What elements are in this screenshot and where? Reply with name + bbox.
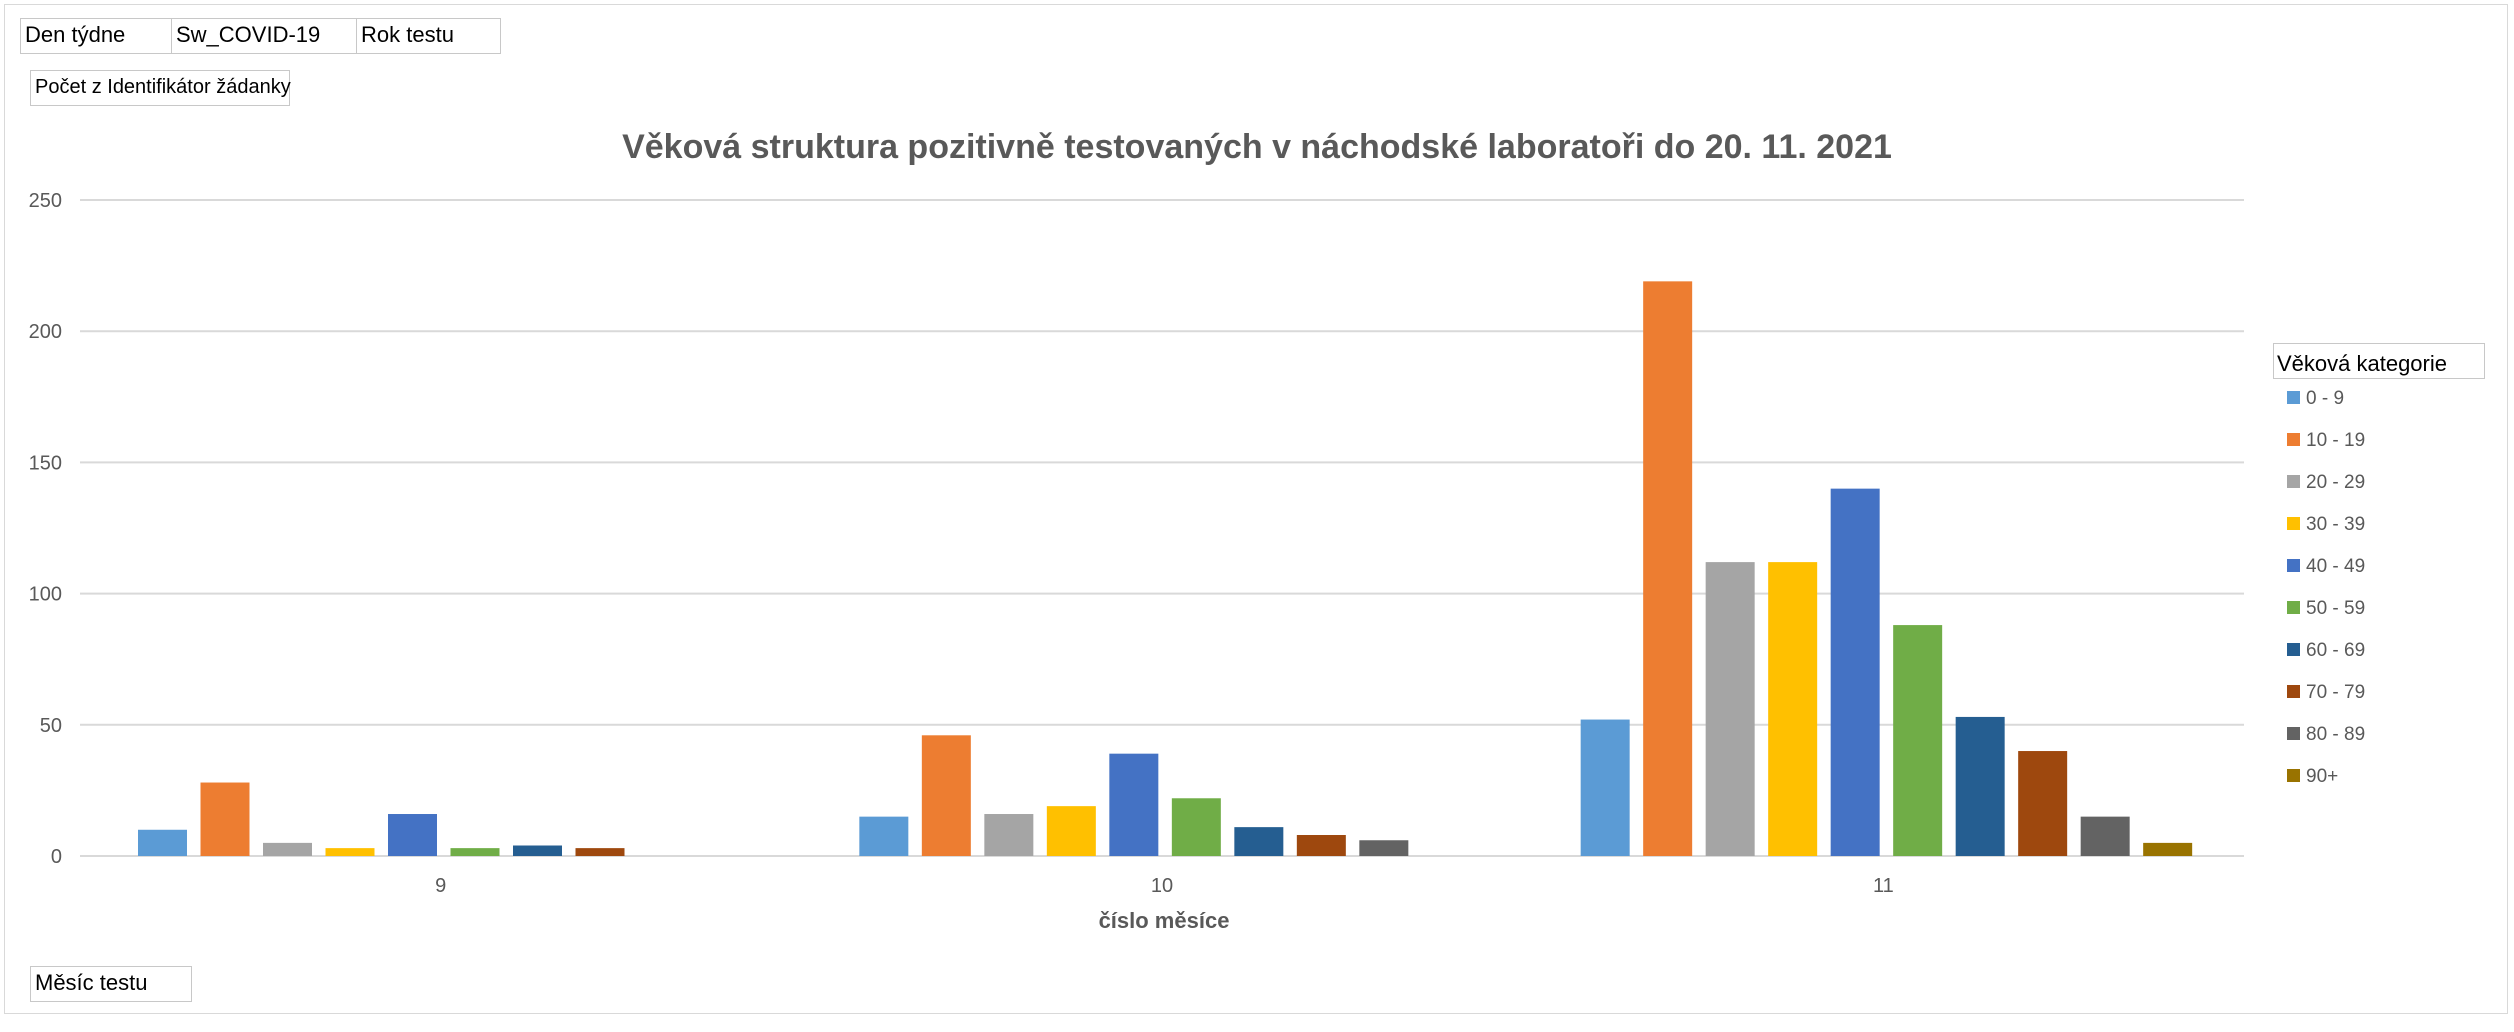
filter-sw-covid[interactable]: Sw_COVID-19 bbox=[171, 18, 357, 54]
bar bbox=[1893, 625, 1943, 856]
filter-den-tydne[interactable]: Den týdne bbox=[20, 18, 172, 54]
legend-item-label: 90+ bbox=[2306, 766, 2338, 787]
legend-title-box[interactable] bbox=[2273, 343, 2485, 379]
legend-swatch bbox=[2287, 433, 2300, 446]
legend-item-label: 20 - 29 bbox=[2306, 472, 2365, 493]
bar bbox=[1234, 827, 1284, 856]
bar bbox=[325, 848, 375, 856]
bar bbox=[1046, 806, 1096, 856]
x-tick-label: 10 bbox=[1151, 875, 1173, 897]
bar bbox=[921, 735, 971, 856]
x-tick-label: 9 bbox=[435, 875, 446, 897]
bar bbox=[2143, 842, 2193, 856]
legend-swatch bbox=[2287, 391, 2300, 404]
legend-swatch bbox=[2287, 727, 2300, 740]
bar bbox=[2018, 751, 2068, 856]
legend-item-label: 60 - 69 bbox=[2306, 640, 2365, 661]
bar bbox=[1768, 562, 1818, 856]
legend-swatch bbox=[2287, 643, 2300, 656]
y-tick-label: 250 bbox=[29, 190, 62, 212]
chart-title: Věková struktura pozitivně testovaných v… bbox=[622, 128, 1892, 166]
bar bbox=[1643, 281, 1693, 856]
legend-item-label: 50 - 59 bbox=[2306, 598, 2365, 619]
legend-swatch bbox=[2287, 559, 2300, 572]
legend-item-label: 10 - 19 bbox=[2306, 430, 2365, 451]
bar bbox=[263, 842, 312, 856]
legend-item-label: 30 - 39 bbox=[2306, 514, 2365, 535]
legend-item-label: 40 - 49 bbox=[2306, 556, 2365, 577]
y-tick-label: 0 bbox=[51, 846, 62, 868]
bar bbox=[859, 816, 909, 856]
legend-swatch bbox=[2287, 475, 2300, 488]
legend-swatch bbox=[2287, 517, 2300, 530]
legend-item-label: 0 - 9 bbox=[2306, 388, 2344, 409]
bar bbox=[1359, 840, 1409, 856]
bar bbox=[1580, 719, 1630, 856]
bar bbox=[1705, 562, 1755, 856]
y-tick-label: 100 bbox=[29, 584, 62, 606]
chart-frame bbox=[4, 4, 2508, 1014]
bar bbox=[1171, 798, 1221, 856]
bar bbox=[575, 848, 625, 856]
legend-swatch bbox=[2287, 601, 2300, 614]
legend-item-label: 70 - 79 bbox=[2306, 682, 2365, 703]
bar bbox=[388, 814, 437, 856]
bar bbox=[1109, 753, 1159, 856]
axis-field-button[interactable]: Měsíc testu bbox=[30, 966, 192, 1002]
legend-title: Věková kategorie bbox=[2277, 351, 2447, 376]
value-field-button[interactable]: Počet z Identifikátor žádanky bbox=[30, 70, 291, 106]
filter-rok-testu[interactable]: Rok testu bbox=[356, 18, 501, 54]
bar bbox=[138, 829, 187, 856]
x-tick-label: 11 bbox=[1873, 875, 1894, 897]
bar bbox=[1296, 835, 1346, 856]
legend-swatch bbox=[2287, 685, 2300, 698]
y-tick-label: 200 bbox=[29, 321, 62, 343]
bar bbox=[450, 848, 500, 856]
bar bbox=[1830, 488, 1880, 856]
bar bbox=[2080, 816, 2130, 856]
bar bbox=[1955, 716, 2005, 856]
bar bbox=[200, 782, 250, 856]
y-tick-label: 50 bbox=[40, 715, 62, 737]
bar bbox=[513, 845, 562, 856]
legend-item-label: 80 - 89 bbox=[2306, 724, 2365, 745]
bar bbox=[984, 814, 1034, 856]
x-axis-label: číslo měsíce bbox=[1099, 908, 1230, 933]
legend-swatch bbox=[2287, 769, 2300, 782]
y-tick-label: 150 bbox=[29, 452, 62, 474]
